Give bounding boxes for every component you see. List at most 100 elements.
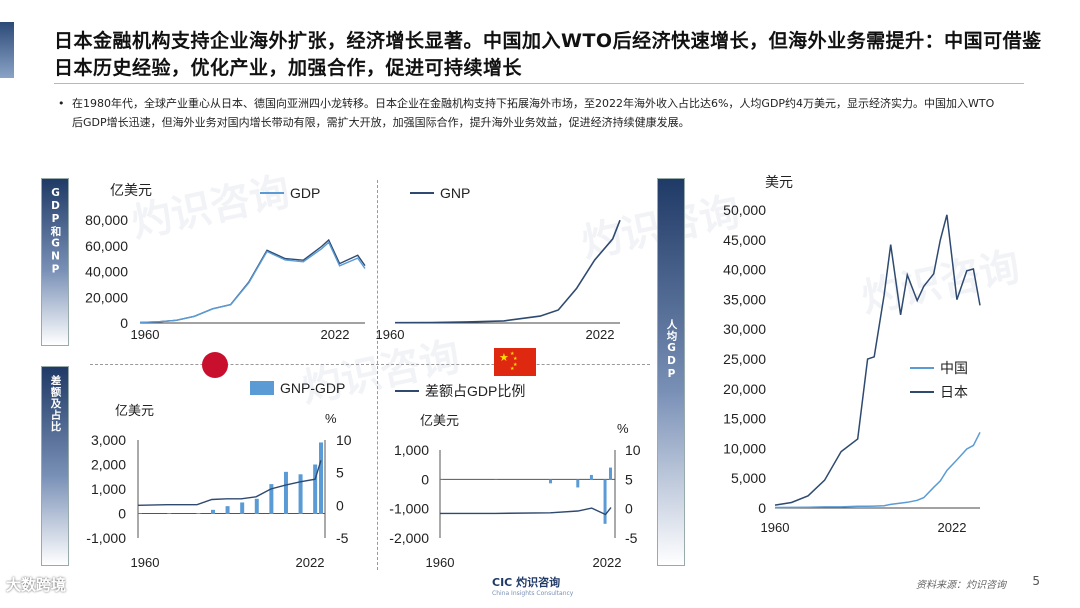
side-tab-gdp-gnp: GDP和GNP	[41, 178, 69, 346]
svg-text:★: ★	[513, 362, 518, 368]
bar	[240, 502, 245, 514]
y-tick-label: 10	[336, 432, 352, 448]
y-tick-label: 15,000	[723, 411, 766, 427]
legend-label: 日本	[940, 384, 968, 400]
y-tick-label: 30,000	[723, 321, 766, 337]
x-tick-label: 1960	[761, 520, 790, 535]
series-line-gdp	[139, 241, 366, 324]
bar	[440, 479, 443, 480]
series-line-china	[774, 431, 981, 509]
x-tick-label: 2022	[586, 327, 615, 342]
corner-watermark: 大数跨境	[6, 576, 67, 594]
y-tick-label: 10	[625, 442, 641, 458]
y-axis-title: 美元	[765, 174, 793, 190]
page-number: 5	[1032, 574, 1040, 588]
y-axis-title: 亿美元	[110, 182, 152, 198]
title-divider	[54, 83, 1024, 84]
y-axis-title: 亿美元	[115, 403, 154, 418]
footer-logo-sub: China Insights Consultancy	[492, 590, 574, 597]
chart-japan-diff: GNP-GDP 亿美元% 3,000 2,000 1,000 0 -1,000 10 5 0 -5 1…	[86, 380, 352, 570]
y-tick-label: 0	[120, 315, 128, 331]
horizontal-divider	[90, 364, 650, 365]
y-tick-label: 2,000	[91, 457, 126, 473]
svg-text:★: ★	[499, 352, 509, 364]
side-tab-label: 差额及占比	[49, 375, 62, 433]
y-tick-label: 5,000	[731, 470, 766, 486]
chart-per-capita-gdp: 美元 50,000 45,000 40,000 35,000 30,000 25,000 20…	[723, 174, 981, 535]
bar	[549, 479, 553, 484]
y-tick-label: 0	[421, 471, 429, 487]
bar	[167, 513, 172, 514]
side-tab-diff: 差额及占比	[41, 366, 69, 566]
y2-axis-title: %	[325, 411, 337, 426]
bar	[138, 513, 142, 514]
bar	[589, 474, 593, 480]
side-tab-label: 人均GDP	[665, 319, 678, 381]
y-tick-label: 20,000	[723, 381, 766, 397]
series-line-gnp	[139, 238, 366, 324]
y-tick-label: -5	[336, 530, 349, 546]
bar	[283, 471, 288, 514]
y-tick-label: -5	[625, 530, 638, 546]
bar	[576, 479, 580, 488]
side-tab-label: GDP和GNP	[49, 187, 62, 277]
chart-china-gdp-gnp: GNP 1960 2022	[376, 185, 621, 342]
bar	[225, 506, 230, 514]
vertical-divider	[377, 180, 378, 570]
y-tick-label: 80,000	[85, 212, 128, 228]
y-axis-title: 亿美元	[420, 413, 459, 428]
y-tick-label: 3,000	[91, 432, 126, 448]
legend-swatch	[250, 381, 274, 395]
y-tick-label: -1,000	[389, 501, 429, 517]
bar	[313, 464, 318, 514]
legend-label: GNP	[440, 185, 470, 201]
bar	[603, 479, 607, 524]
y-tick-label: 40,000	[85, 264, 128, 280]
legend-label: 中国	[940, 360, 968, 376]
series-line-ratio	[440, 507, 612, 516]
bar	[609, 467, 612, 480]
svg-text:★: ★	[510, 351, 515, 357]
y-tick-label: 20,000	[85, 289, 128, 305]
bar	[196, 513, 201, 514]
x-tick-label: 1960	[376, 327, 405, 342]
legend-label: GDP	[290, 185, 320, 201]
y-tick-label: 35,000	[723, 291, 766, 307]
title-accent-bar	[0, 22, 14, 78]
summary-text: 在1980年代，全球产业重心从日本、德国向亚洲四小龙转移。日本企业在金融机构支持…	[58, 94, 1002, 132]
y2-axis-title: %	[617, 421, 629, 436]
y-tick-label: -2,000	[389, 530, 429, 546]
x-tick-label: 2022	[296, 555, 325, 570]
y-tick-label: -1,000	[86, 530, 126, 546]
y-tick-label: 40,000	[723, 262, 766, 278]
series-line-ratio	[137, 460, 322, 506]
y-tick-label: 0	[625, 501, 633, 517]
y-tick-label: 5	[625, 471, 633, 487]
svg-text:★: ★	[510, 366, 515, 372]
y-tick-label: 0	[336, 497, 344, 513]
japan-flag	[202, 352, 228, 378]
y-tick-label: 10,000	[723, 440, 766, 456]
legend-label: GNP-GDP	[280, 380, 345, 396]
x-tick-label: 2022	[593, 555, 622, 570]
china-flag: ★ ★ ★ ★ ★	[494, 348, 536, 376]
bar	[298, 474, 303, 514]
bar	[254, 498, 259, 514]
x-tick-label: 1960	[131, 327, 160, 342]
footer-logo: CIC 灼识咨询 China Insights Consultancy	[492, 576, 574, 597]
bar	[210, 509, 215, 514]
bar	[319, 442, 323, 514]
legend-label: 差额占GDP比例	[425, 383, 525, 399]
page-title: 日本金融机构支持企业海外扩张，经济增长显著。中国加入WTO后经济快速增长，但海外…	[54, 30, 1042, 79]
x-tick-label: 2022	[321, 327, 350, 342]
source-note: 资料来源：灼识咨询	[916, 580, 1006, 591]
y-tick-label: 0	[118, 506, 126, 522]
y-tick-label: 0	[758, 500, 766, 516]
y-tick-label: 1,000	[91, 481, 126, 497]
y-tick-label: 25,000	[723, 351, 766, 367]
x-tick-label: 2022	[938, 520, 967, 535]
y-tick-label: 50,000	[723, 202, 766, 218]
y-tick-label: 60,000	[85, 238, 128, 254]
